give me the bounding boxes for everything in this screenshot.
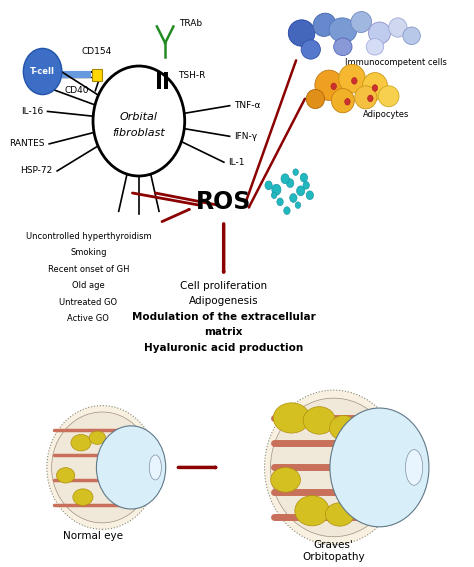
FancyBboxPatch shape [164, 72, 168, 88]
Ellipse shape [313, 13, 336, 36]
Text: TRAb: TRAb [179, 19, 202, 28]
Text: CD154: CD154 [82, 47, 112, 56]
Text: Adipogenesis: Adipogenesis [189, 297, 258, 306]
Ellipse shape [329, 416, 357, 440]
Ellipse shape [52, 412, 153, 523]
Ellipse shape [315, 70, 343, 100]
FancyBboxPatch shape [91, 69, 102, 82]
Text: ROS: ROS [196, 190, 251, 214]
Ellipse shape [56, 468, 75, 483]
Ellipse shape [288, 20, 315, 46]
Ellipse shape [301, 40, 320, 59]
Text: Smoking: Smoking [70, 248, 107, 257]
Text: T-cell: T-cell [30, 67, 55, 76]
Circle shape [265, 181, 272, 190]
Text: Normal eye: Normal eye [63, 531, 123, 541]
Text: Adipocytes: Adipocytes [363, 110, 410, 119]
Circle shape [300, 174, 308, 182]
Circle shape [303, 181, 310, 189]
Circle shape [352, 78, 357, 84]
Text: TSH-R: TSH-R [178, 71, 205, 81]
Circle shape [277, 198, 283, 206]
Ellipse shape [331, 88, 355, 113]
Ellipse shape [378, 86, 399, 107]
Ellipse shape [334, 38, 352, 56]
Text: Old age: Old age [72, 281, 105, 290]
Circle shape [286, 179, 294, 188]
Ellipse shape [362, 73, 388, 100]
Text: IL-1: IL-1 [228, 158, 245, 167]
Text: Active GO: Active GO [67, 315, 109, 323]
Circle shape [93, 66, 185, 176]
Circle shape [330, 408, 429, 527]
Ellipse shape [264, 390, 403, 545]
Text: CD40: CD40 [65, 86, 89, 95]
Text: Immunocompetent cells: Immunocompetent cells [345, 58, 447, 67]
Text: IL-6: IL-6 [37, 65, 53, 74]
Ellipse shape [329, 18, 356, 43]
Text: Cell proliferation: Cell proliferation [180, 281, 267, 291]
Text: matrix: matrix [204, 327, 243, 337]
Circle shape [293, 169, 299, 175]
Text: IL-8: IL-8 [30, 84, 46, 94]
Ellipse shape [71, 434, 91, 451]
Text: IL-16: IL-16 [21, 107, 43, 116]
Circle shape [23, 48, 62, 95]
Text: TNF-α: TNF-α [234, 101, 261, 110]
Circle shape [345, 99, 350, 105]
Circle shape [331, 83, 337, 90]
Text: Untreated GO: Untreated GO [59, 298, 118, 307]
Ellipse shape [351, 11, 372, 32]
Text: Uncontrolled hyperthyroidism: Uncontrolled hyperthyroidism [26, 232, 151, 241]
FancyBboxPatch shape [62, 71, 91, 78]
Text: Hyaluronic acid production: Hyaluronic acid production [144, 342, 303, 353]
Circle shape [290, 193, 297, 202]
Circle shape [271, 192, 277, 198]
Circle shape [96, 426, 166, 509]
Ellipse shape [306, 90, 325, 109]
Ellipse shape [47, 405, 157, 529]
Text: Orbital: Orbital [120, 112, 158, 121]
Circle shape [272, 184, 281, 195]
Ellipse shape [325, 503, 354, 526]
FancyBboxPatch shape [157, 72, 161, 88]
Text: fibroblast: fibroblast [112, 128, 165, 138]
Ellipse shape [303, 407, 335, 434]
Ellipse shape [368, 22, 391, 44]
Ellipse shape [271, 398, 397, 537]
Circle shape [284, 207, 290, 214]
Circle shape [297, 186, 305, 196]
Ellipse shape [73, 489, 93, 505]
Circle shape [372, 84, 378, 91]
Ellipse shape [273, 403, 310, 433]
Circle shape [368, 95, 373, 101]
Text: Modulation of the extracellular: Modulation of the extracellular [132, 312, 316, 321]
Circle shape [281, 174, 289, 184]
Ellipse shape [295, 496, 329, 526]
Ellipse shape [403, 27, 420, 45]
Ellipse shape [405, 450, 423, 485]
Text: IFN-γ: IFN-γ [234, 132, 257, 141]
Ellipse shape [355, 86, 377, 109]
Text: HSP-72: HSP-72 [20, 167, 53, 175]
Ellipse shape [389, 18, 407, 37]
Ellipse shape [149, 455, 161, 480]
Text: Recent onset of GH: Recent onset of GH [48, 265, 129, 274]
Ellipse shape [89, 431, 106, 445]
Ellipse shape [366, 39, 383, 55]
Text: RANTES: RANTES [9, 139, 45, 149]
Ellipse shape [271, 467, 301, 492]
Text: Graves'
Orbitopathy: Graves' Orbitopathy [302, 540, 365, 562]
Ellipse shape [339, 65, 365, 93]
Circle shape [295, 202, 301, 209]
Circle shape [306, 191, 313, 200]
